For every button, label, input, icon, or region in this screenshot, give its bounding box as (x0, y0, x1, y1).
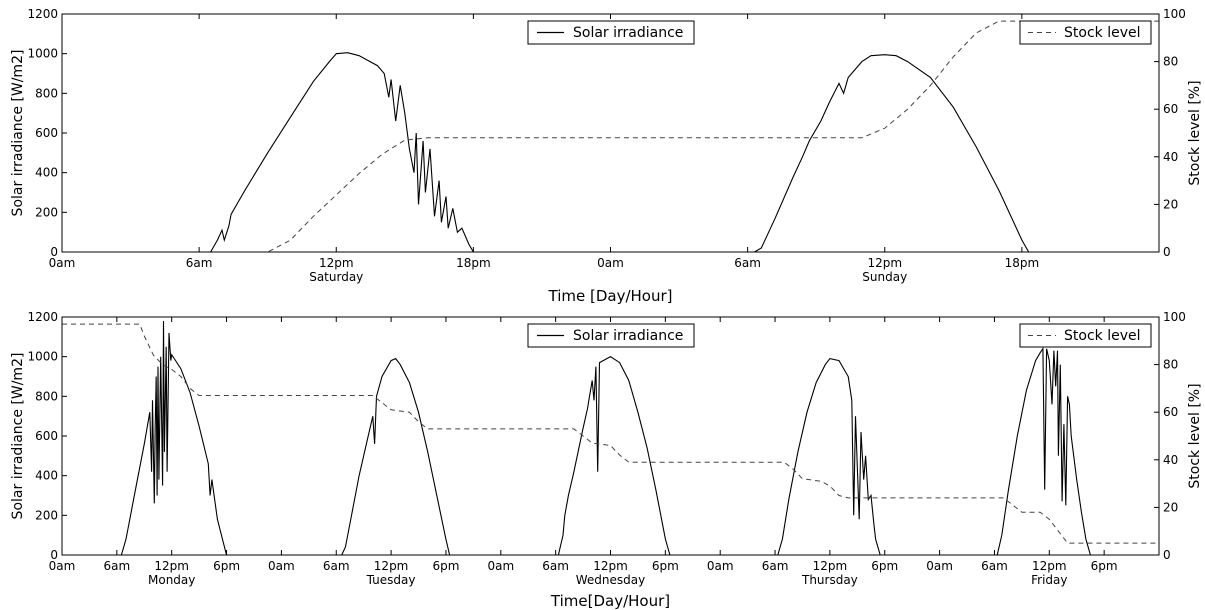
stock-level-line (62, 20, 1159, 252)
left-y-tick-label: 1000 (27, 350, 58, 364)
x-tick-label: 6pm (432, 559, 459, 573)
x-tick-label: 6pm (871, 559, 898, 573)
top-chart-panel: 0 200 400 600 800 1000 1200 0 20 40 60 80 100 0am 6am 1… (10, 7, 1203, 305)
x-tick-label: 12pm (154, 559, 189, 573)
legend-solar-label: Solar irradiance (573, 328, 683, 344)
x-axis-label: Time [Day/Hour] (548, 287, 673, 305)
right-y-tick-label: 100 (1163, 7, 1186, 21)
solar-irradiance-line (62, 320, 1159, 555)
plot-frame (61, 13, 1160, 253)
x-tick-label: 12pm (593, 559, 628, 573)
left-y-tick-label: 600 (35, 126, 58, 140)
left-y-tick-label: 800 (35, 86, 58, 100)
x-tick-label: 12pm (867, 256, 902, 270)
legend-stock-box (1019, 323, 1152, 348)
legend-stock-label: Stock level (1064, 328, 1141, 344)
day-label: Thursday (801, 573, 858, 587)
left-y-tick-label: 1200 (27, 310, 58, 324)
x-tick-label: 0am (487, 559, 514, 573)
x-tick-label: 12pm (319, 256, 354, 270)
x-tick-label: 6am (104, 559, 131, 573)
plot-frame (61, 316, 1160, 556)
legend-solar-label: Solar irradiance (573, 25, 683, 41)
right-y-tick-label: 80 (1163, 358, 1178, 372)
x-tick-label: 6am (323, 559, 350, 573)
day-label: Friday (1031, 573, 1067, 587)
left-y-tick-label: 400 (35, 166, 58, 180)
x-tick-label: 6am (186, 256, 213, 270)
legend-stock-label: Stock level (1064, 25, 1141, 41)
left-y-tick-label: 600 (35, 429, 58, 443)
left-y-tick-label: 400 (35, 469, 58, 483)
right-y-tick-label: 0 (1163, 245, 1171, 259)
bottom-chart-panel: 0 200 400 600 800 1000 1200 0 20 40 60 80 100 0am 6am 1… (10, 310, 1203, 610)
x-tick-label: 12pm (813, 559, 848, 573)
x-tick-label: 6pm (652, 559, 679, 573)
right-y-tick-label: 40 (1163, 150, 1178, 164)
right-y-tick-label: 20 (1163, 197, 1178, 211)
x-tick-label: 12pm (374, 559, 409, 573)
day-label: Sunday (862, 270, 907, 284)
x-tick-label: 0am (49, 256, 76, 270)
left-y-tick-label: 0 (50, 245, 58, 259)
x-tick-label: 18pm (1005, 256, 1040, 270)
right-y-axis-label: Stock level [%] (1187, 80, 1203, 185)
legend-solar-box (527, 323, 695, 348)
left-y-tick-label: 200 (35, 205, 58, 219)
x-tick-label: 6pm (1091, 559, 1118, 573)
x-tick-label: 0am (926, 559, 953, 573)
right-y-tick-label: 60 (1163, 102, 1178, 116)
left-y-tick-label: 0 (50, 548, 58, 562)
right-y-tick-label: 80 (1163, 55, 1178, 69)
x-tick-label: 12pm (1032, 559, 1067, 573)
x-tick-label: 6pm (213, 559, 240, 573)
right-y-axis-label: Stock level [%] (1187, 383, 1203, 488)
left-y-tick-label: 1000 (27, 47, 58, 61)
day-label: Monday (148, 573, 195, 587)
right-y-tick-label: 40 (1163, 453, 1178, 467)
left-y-tick-label: 800 (35, 389, 58, 403)
legend-stock-box (1019, 20, 1152, 45)
x-tick-label: 6am (762, 559, 789, 573)
legend-solar-box (527, 20, 695, 45)
x-tick-label: 6am (981, 559, 1008, 573)
x-tick-label: 0am (597, 256, 624, 270)
right-y-tick-label: 60 (1163, 405, 1178, 419)
x-axis-label: Time[Day/Hour] (550, 592, 670, 610)
left-y-tick-label: 1200 (27, 7, 58, 21)
right-y-tick-label: 0 (1163, 548, 1171, 562)
x-tick-label: 0am (49, 559, 76, 573)
right-y-tick-label: 20 (1163, 500, 1178, 514)
solar-irradiance-line (62, 52, 1159, 252)
left-y-axis-label: Solar irradiance [W/m2] (10, 353, 26, 520)
day-label: Tuesday (366, 573, 416, 587)
x-tick-label: 6am (734, 256, 761, 270)
left-y-tick-label: 200 (35, 508, 58, 522)
x-tick-label: 0am (268, 559, 295, 573)
x-tick-label: 18pm (456, 256, 491, 270)
left-y-axis-label: Solar irradiance [W/m2] (10, 50, 26, 217)
day-label: Wednesday (576, 573, 645, 587)
x-tick-label: 0am (707, 559, 734, 573)
right-y-tick-label: 100 (1163, 310, 1186, 324)
day-label: Saturday (309, 270, 363, 284)
x-tick-label: 6am (542, 559, 569, 573)
stock-level-line (62, 323, 1159, 544)
